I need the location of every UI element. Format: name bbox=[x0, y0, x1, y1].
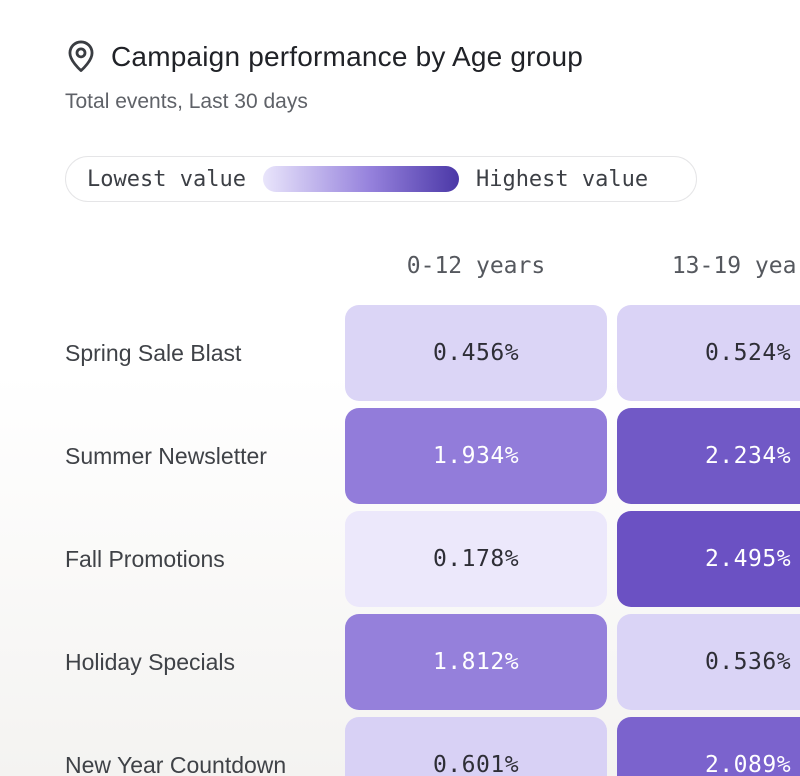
heatmap-cell[interactable]: 2.495% bbox=[617, 511, 800, 607]
heatmap-cell[interactable]: 1.934% bbox=[345, 408, 607, 504]
legend-lowest-label: Lowest value bbox=[87, 166, 246, 192]
heatmap-cell[interactable]: 0.178% bbox=[345, 511, 607, 607]
heatmap-cell[interactable]: 1.812% bbox=[345, 614, 607, 710]
heatmap-grid: Spring Sale Blast 0.456% 0.524% Summer News… bbox=[65, 305, 800, 776]
row-label-3: Holiday Specials bbox=[65, 648, 236, 675]
column-header-0: 0-12 years bbox=[406, 253, 546, 279]
heatmap-cell[interactable]: 0.456% bbox=[345, 305, 607, 401]
location-pin-icon bbox=[65, 39, 97, 75]
row-label-column-spacer bbox=[65, 252, 335, 280]
heatmap-cell[interactable]: 2.234% bbox=[617, 408, 800, 504]
heatmap-cell[interactable]: 0.601% bbox=[345, 717, 607, 776]
page-title: Campaign performance by Age group bbox=[111, 41, 583, 72]
row-label-0: Spring Sale Blast bbox=[65, 339, 242, 366]
heatmap-cell[interactable]: 2.089% bbox=[617, 717, 800, 776]
heatmap-legend: Lowest value Highest value bbox=[65, 156, 697, 202]
row-label-1: Summer Newsletter bbox=[65, 442, 267, 469]
widget-subtitle: Total events, Last 30 days bbox=[65, 90, 308, 113]
column-header-1: 13-19 years bbox=[671, 253, 800, 279]
legend-highest-label: Highest value bbox=[475, 166, 649, 192]
column-header-row: 0-12 years 13-19 years bbox=[65, 252, 800, 280]
heatmap-cell[interactable]: 0.524% bbox=[617, 305, 800, 401]
widget-header: Campaign performance by Age group bbox=[65, 38, 800, 76]
legend-gradient-bar bbox=[262, 166, 459, 192]
heatmap-cell[interactable]: 0.536% bbox=[617, 614, 800, 710]
row-label-2: Fall Promotions bbox=[65, 545, 225, 572]
row-label-4: New Year Countdown bbox=[65, 751, 287, 776]
